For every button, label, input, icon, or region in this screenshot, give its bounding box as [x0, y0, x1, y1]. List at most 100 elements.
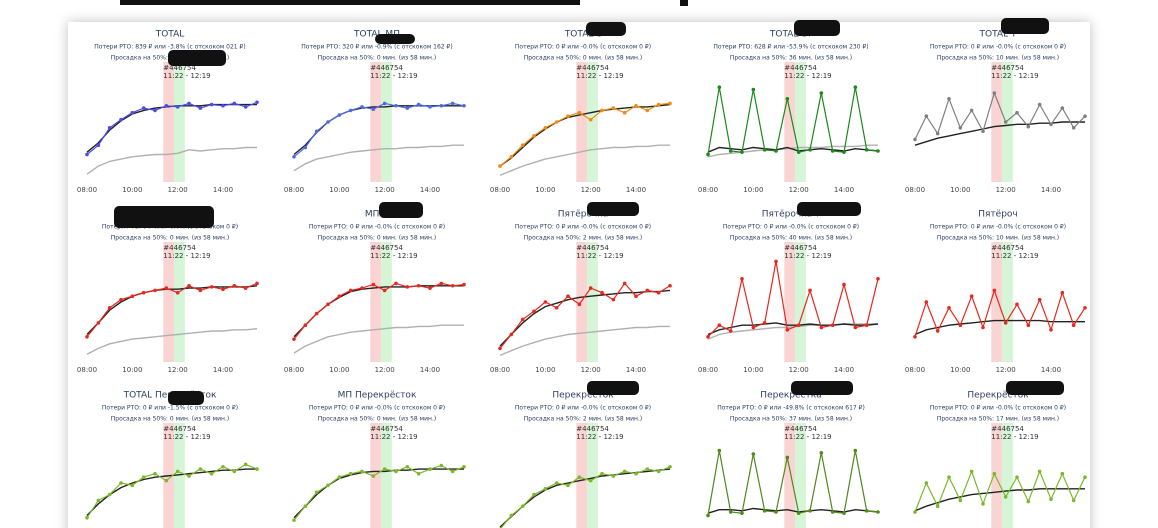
chart-title: Перекрёсток	[967, 391, 1029, 401]
data-point	[439, 463, 444, 468]
data-point	[645, 108, 650, 113]
data-point	[796, 323, 801, 328]
data-point	[588, 478, 593, 483]
x-tick-label: 10:00	[950, 366, 970, 374]
data-point	[326, 120, 330, 124]
series-line	[293, 144, 464, 172]
chart-title: TOTAL с	[564, 30, 601, 40]
data-point	[153, 471, 157, 476]
data-point	[774, 259, 778, 264]
data-point	[913, 510, 917, 514]
chart-subtitle: Просадка на 50%: 0 мин. (из 58 мин.)	[318, 55, 436, 62]
window-band-green	[586, 242, 598, 362]
window-annotation: 11:22 - 12:19	[576, 252, 623, 260]
x-tick-label: 10:00	[122, 186, 142, 194]
data-point	[382, 101, 387, 106]
data-point	[656, 102, 661, 107]
data-point	[428, 467, 432, 471]
chart-title: Пятёрочка	[558, 210, 608, 220]
data-point	[1060, 471, 1065, 476]
data-point	[751, 87, 756, 92]
series-line	[914, 488, 1085, 512]
data-point	[992, 91, 997, 95]
data-point	[292, 337, 296, 341]
data-point	[348, 471, 353, 476]
window-band-red	[163, 242, 174, 362]
x-tick-label: 14:00	[1041, 186, 1061, 194]
data-point	[566, 294, 570, 299]
data-point	[107, 126, 112, 130]
data-point	[130, 483, 135, 488]
x-tick-label: 08:00	[905, 366, 925, 374]
chart-title: Перекрёсток	[552, 391, 614, 401]
data-point	[969, 108, 974, 113]
series-line	[914, 469, 1086, 513]
data-point	[842, 150, 846, 154]
series-line	[707, 450, 879, 516]
data-point	[947, 306, 951, 310]
data-point	[450, 101, 455, 106]
data-point	[337, 113, 342, 117]
data-point	[326, 483, 330, 488]
data-point	[611, 297, 616, 302]
window-annotation: 11:22 - 12:19	[991, 72, 1038, 80]
data-point	[1026, 323, 1031, 328]
data-point	[1083, 114, 1087, 118]
x-tick-label: 12:00	[789, 186, 809, 194]
window-annotation: #446754	[163, 425, 196, 433]
data-point	[543, 126, 548, 130]
series-line	[499, 102, 671, 167]
window-annotation: #446754	[991, 425, 1024, 433]
chart: TOTAL T Потери РТО: 0 ₽ или -0.0% (с отск…	[905, 18, 1089, 194]
data-point	[292, 155, 296, 159]
window-band-green	[794, 62, 806, 182]
data-point	[232, 101, 237, 106]
data-point	[913, 335, 917, 339]
data-point	[774, 149, 778, 153]
data-point	[785, 97, 790, 101]
chart: МП Перекрёсток Потери РТО: 0 ₽ или -0.0% …	[290, 391, 468, 528]
data-point	[314, 129, 319, 134]
data-point	[853, 325, 858, 330]
chart-subtitle: Потери РТО: 0 ₽ или -0.0% (с отскоком 0 …	[515, 405, 651, 412]
window-band-green	[1001, 423, 1013, 528]
data-point	[1049, 328, 1053, 332]
x-tick-label: 14:00	[1041, 366, 1061, 374]
x-tick-label: 10:00	[535, 366, 555, 374]
series-line	[707, 146, 879, 153]
redaction	[379, 202, 423, 218]
data-point	[1015, 110, 1019, 115]
data-point	[876, 149, 880, 153]
chart-subtitle: Потери РТО: 0 ₽ или -0.0% (с отскоком 0 …	[723, 224, 859, 231]
chart-subtitle: Потери РТО: 839 ₽ или -3.8% (с отскоком …	[94, 44, 245, 51]
window-band-red	[370, 62, 381, 182]
data-point	[416, 283, 421, 288]
data-point	[462, 464, 466, 469]
chart: МП П Потери РТО: 0 ₽ или -0.0% (с отскоко…	[284, 202, 468, 374]
data-point	[292, 518, 296, 522]
chart: TOTAL с Потери РТО: 0 ₽ или -0.0% (с отск…	[490, 22, 674, 194]
data-point	[1003, 120, 1008, 124]
window-annotation: 11:22 - 12:19	[784, 252, 831, 260]
data-point	[85, 335, 89, 339]
redaction	[797, 202, 861, 216]
x-tick-label: 12:00	[581, 186, 601, 194]
data-point	[600, 108, 604, 113]
data-point	[532, 309, 536, 314]
data-point	[842, 511, 846, 515]
data-point	[360, 286, 364, 290]
data-point	[520, 143, 525, 147]
x-tick-label: 08:00	[284, 186, 304, 194]
data-point	[668, 464, 672, 469]
window-band-green	[380, 423, 392, 528]
data-point	[819, 91, 824, 95]
data-point	[255, 281, 259, 286]
data-point	[243, 286, 248, 290]
x-tick-label: 12:00	[168, 186, 188, 194]
data-point	[107, 306, 112, 310]
x-tick-label: 10:00	[122, 366, 142, 374]
series-line	[86, 328, 258, 355]
data-point	[462, 282, 466, 287]
redaction	[791, 381, 853, 395]
window-band-green	[586, 62, 598, 182]
